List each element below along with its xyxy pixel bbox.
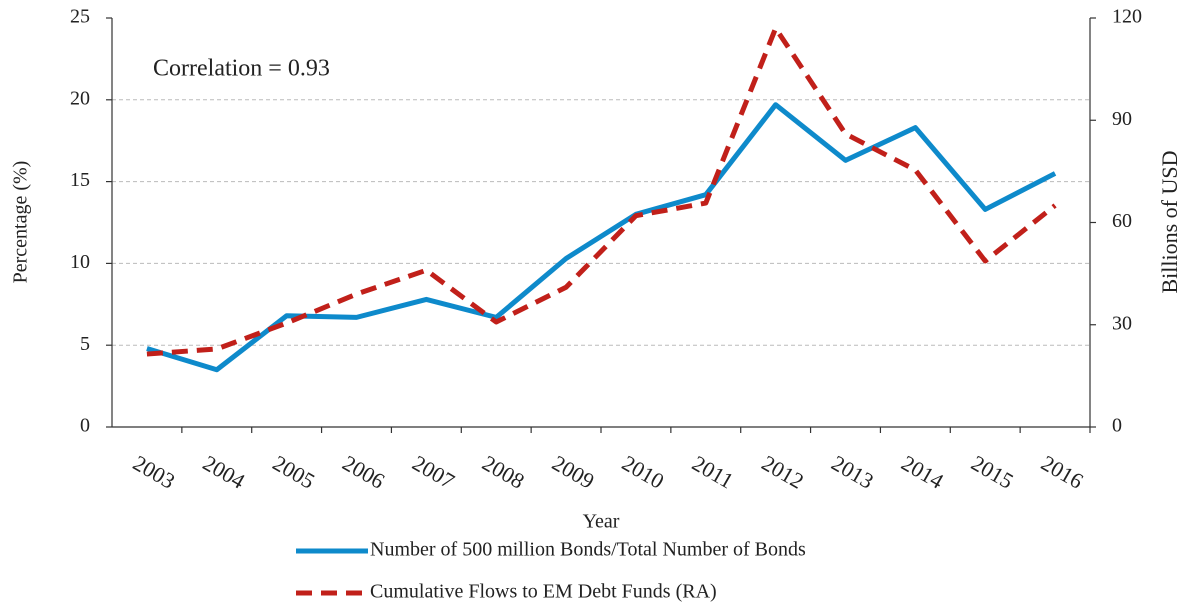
y2-tick-label: 0 [1112,415,1122,437]
x-tick-label: 2009 [548,450,599,494]
x-tick-label: 2014 [897,450,948,494]
y-axis-label: Percentage (%) [10,161,32,284]
y-tick-label: 20 [70,87,90,109]
y-tick-label: 15 [70,169,90,191]
x-tick-label: 2015 [967,450,1018,494]
legend-label: Cumulative Flows to EM Debt Funds (RA) [370,581,717,603]
x-tick-label: 2007 [408,450,459,494]
x-tick-label: 2016 [1037,450,1088,494]
y2-axis-label: Billions of USD [1157,150,1182,293]
annotation: Correlation = 0.93 [153,56,330,82]
x-tick-label: 2005 [269,450,320,494]
y2-tick-label: 60 [1112,210,1132,232]
x-tick-label: 2008 [478,450,529,494]
y2-tick-label: 90 [1112,108,1132,130]
legend-label: Number of 500 million Bonds/Total Number… [370,539,806,561]
series-line [146,102,1057,373]
y2-tick-label: 30 [1112,312,1132,334]
x-tick-label: 2006 [338,450,389,494]
x-tick-label: 2003 [129,450,180,494]
series-line [146,25,1057,357]
y-tick-label: 5 [80,333,90,355]
x-tick-label: 2010 [618,450,669,494]
y2-tick-label: 120 [1112,6,1142,28]
y-tick-label: 0 [80,415,90,437]
x-tick-label: 2012 [758,450,809,494]
x-tick-label: 2013 [827,450,878,494]
y-tick-label: 25 [70,6,90,28]
x-axis-label: Year [583,511,620,533]
y-tick-label: 10 [70,251,90,273]
x-tick-label: 2011 [688,450,738,493]
x-tick-label: 2004 [199,450,250,494]
